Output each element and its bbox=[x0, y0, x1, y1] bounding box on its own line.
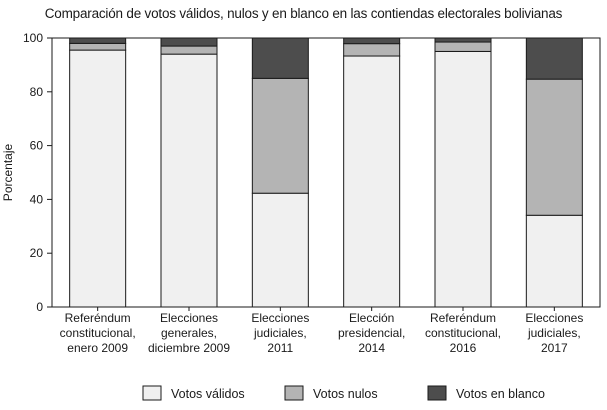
bar-segment-votos-válidos bbox=[160, 53, 218, 308]
bar-segment-votos-en-blanco bbox=[434, 37, 492, 43]
x-tick-label-line: judiciales, bbox=[527, 326, 581, 340]
bar-segment-votos-válidos bbox=[434, 50, 492, 308]
x-tick-label-line: 2014 bbox=[358, 341, 385, 355]
bar-segment-votos-válidos bbox=[69, 49, 127, 308]
x-tick-label: Elecciones judiciales, 2011 bbox=[251, 311, 309, 355]
y-tick-label: 40 bbox=[30, 192, 44, 206]
legend-swatch bbox=[142, 385, 162, 401]
y-tick-label: 0 bbox=[36, 300, 43, 314]
x-tick-label-line: Elección bbox=[349, 311, 394, 325]
bar-segment-votos-en-blanco bbox=[69, 37, 127, 44]
legend-label: Votos nulos bbox=[313, 387, 378, 401]
legend-label: Votos en blanco bbox=[456, 387, 545, 401]
bar-segment-votos-válidos bbox=[343, 55, 401, 308]
x-tick-label-line: presidencial, bbox=[338, 326, 405, 340]
bar-segment-votos-nulos bbox=[160, 45, 218, 55]
bar-segment-votos-nulos bbox=[251, 77, 309, 194]
y-tick-label: 60 bbox=[30, 139, 44, 153]
bar-segment-votos-válidos bbox=[525, 214, 583, 308]
x-tick-label-line: constitucional, bbox=[60, 326, 136, 340]
y-axis-title: Porcentaje bbox=[1, 143, 15, 201]
bar-segment-votos-en-blanco bbox=[251, 37, 309, 79]
x-tick-label-line: Referéndum bbox=[65, 311, 131, 325]
bar-segment-votos-nulos bbox=[525, 78, 583, 216]
legend-swatch bbox=[284, 385, 304, 401]
legend-swatch bbox=[427, 385, 447, 401]
x-tick-label: Referéndum constitucional, 2016 bbox=[425, 311, 501, 355]
plot-frame bbox=[51, 37, 601, 308]
x-tick-label: Referéndum constitucional, enero 2009 bbox=[60, 311, 136, 355]
y-tick-label: 100 bbox=[23, 31, 43, 45]
chart-title: Comparación de votos válidos, nulos y en… bbox=[44, 6, 563, 21]
x-tick-label: Elecciones judiciales, 2017 bbox=[525, 311, 583, 355]
x-tick-label-line: 2016 bbox=[450, 341, 477, 355]
x-tick-label-line: 2011 bbox=[267, 341, 293, 355]
bar-segment-votos-en-blanco bbox=[343, 37, 401, 45]
x-tick-label-line: 2017 bbox=[541, 341, 568, 355]
x-tick-label-line: Referéndum bbox=[430, 311, 496, 325]
x-tick-label-line: Elecciones bbox=[525, 311, 583, 325]
bar-segment-votos-nulos bbox=[434, 41, 492, 52]
y-tick-label: 20 bbox=[30, 246, 44, 260]
x-tick-label-line: Elecciones bbox=[251, 311, 309, 325]
x-tick-label-line: enero 2009 bbox=[67, 341, 128, 355]
x-tick-label: Elecciones generales, diciembre 2009 bbox=[148, 311, 230, 355]
x-tick-label-line: diciembre 2009 bbox=[148, 341, 230, 355]
x-tick-label: Elección presidencial, 2014 bbox=[338, 311, 405, 355]
x-tick-label-line: constitucional, bbox=[425, 326, 501, 340]
x-tick-label-line: judiciales, bbox=[253, 326, 307, 340]
bar-segment-votos-en-blanco bbox=[525, 37, 583, 80]
bar-segment-votos-nulos bbox=[343, 43, 401, 57]
legend-label: Votos válidos bbox=[171, 387, 245, 401]
bar-segment-votos-en-blanco bbox=[160, 37, 218, 47]
y-tick-label: 80 bbox=[30, 85, 44, 99]
x-tick-label-line: generales, bbox=[161, 326, 217, 340]
bar-segment-votos-nulos bbox=[69, 42, 127, 51]
bar-segment-votos-válidos bbox=[251, 192, 309, 308]
x-tick-label-line: Elecciones bbox=[160, 311, 218, 325]
